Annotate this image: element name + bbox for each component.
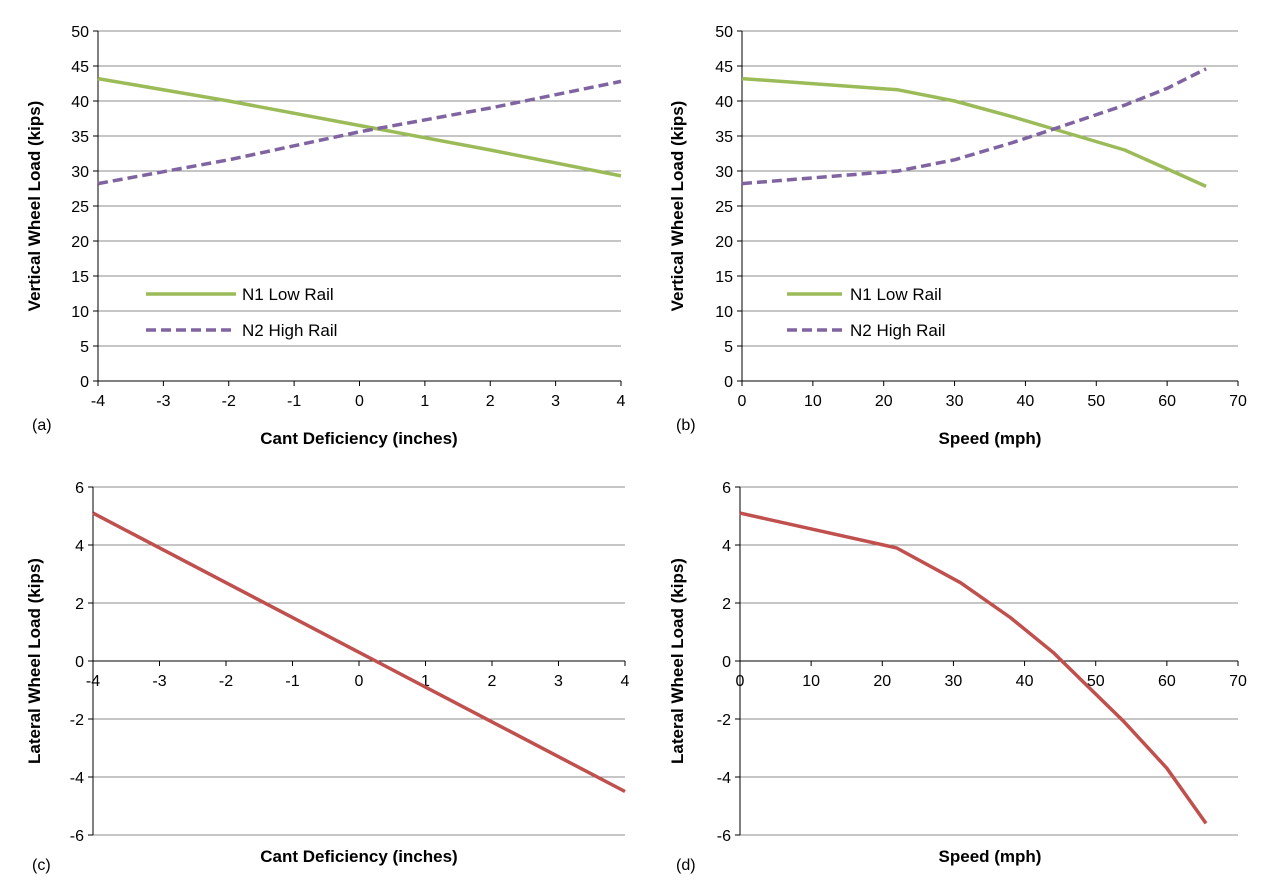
x-tick-label: 50	[1087, 393, 1105, 410]
y-axis-title: Vertical Wheel Load (kips)	[25, 101, 44, 312]
y-tick-label: 40	[715, 94, 733, 111]
y-tick-label: 0	[722, 654, 731, 671]
legend-label: N2 High Rail	[850, 321, 945, 340]
x-tick-label: 40	[1016, 673, 1034, 690]
legend: N1 Low Rail N2 High Rail	[146, 285, 337, 340]
legend-label: N1 Low Rail	[242, 285, 334, 304]
legend-label: N2 High Rail	[242, 321, 337, 340]
series-line-lateral-load	[739, 511, 1208, 825]
y-axis-title: Vertical Wheel Load (kips)	[668, 101, 687, 312]
x-tick-label: 70	[1229, 673, 1247, 690]
y-tick-label: 0	[80, 374, 89, 391]
x-tick-label: -4	[91, 393, 105, 410]
y-tick-label: 15	[71, 269, 89, 286]
x-tick-label: -4	[86, 673, 100, 690]
x-tick-label: 20	[873, 673, 891, 690]
y-tick-label: -6	[70, 828, 84, 845]
x-tick-label: 50	[1087, 673, 1105, 690]
y-tick-label: -4	[70, 770, 84, 787]
y-tick-label: 2	[75, 596, 84, 613]
x-tick-label: 0	[355, 393, 364, 410]
y-tick-label: 0	[724, 374, 733, 391]
y-tick-label: 30	[71, 164, 89, 181]
series-line-n1-low-rail	[97, 76, 622, 178]
series-line-n2-high-rail	[97, 79, 622, 186]
x-axis-title: Speed (mph)	[939, 847, 1042, 866]
y-tick-label: 4	[722, 538, 731, 555]
x-tick-label: 4	[621, 673, 630, 690]
x-tick-label: 3	[554, 673, 563, 690]
x-tick-label: 10	[804, 393, 822, 410]
x-axis-title: Speed (mph)	[939, 429, 1042, 448]
y-tick-label: 2	[722, 596, 731, 613]
chart-panel-b: 0 5 10 15 20 25 30 35 40 45 50 0 10 20 30 40 50 60 70 Speed…	[668, 24, 1247, 448]
x-tick-label: 60	[1158, 673, 1176, 690]
y-tick-label: 50	[715, 24, 733, 41]
x-tick-label: 40	[1017, 393, 1035, 410]
y-tick-label: 4	[75, 538, 84, 555]
x-axis-title: Cant Deficiency (inches)	[260, 847, 457, 866]
x-tick-label: 2	[488, 673, 497, 690]
y-tick-label: 35	[71, 129, 89, 146]
y-tick-label: 6	[75, 480, 84, 497]
y-tick-label: 40	[71, 94, 89, 111]
y-tick-label: 5	[724, 339, 733, 356]
y-tick-label: -4	[717, 770, 731, 787]
x-tick-label: 3	[551, 393, 560, 410]
x-tick-label: -2	[222, 393, 236, 410]
panel-label: (b)	[676, 417, 696, 434]
y-axis-title: Lateral Wheel Load (kips)	[25, 558, 44, 764]
y-tick-label: 25	[71, 199, 89, 216]
y-tick-label: 0	[75, 654, 84, 671]
x-axis-title: Cant Deficiency (inches)	[260, 429, 457, 448]
y-axis-title: Lateral Wheel Load (kips)	[668, 558, 687, 764]
x-tick-label: 4	[617, 393, 626, 410]
y-tick-label: -2	[717, 712, 731, 729]
series-line-n2-high-rail	[741, 67, 1207, 186]
y-tick-label: 45	[715, 59, 733, 76]
x-tick-label: 30	[945, 673, 963, 690]
y-tick-label: 30	[715, 164, 733, 181]
legend-label: N1 Low Rail	[850, 285, 942, 304]
x-tick-label: 2	[486, 393, 495, 410]
x-tick-label: -3	[156, 393, 170, 410]
y-tick-label: 25	[715, 199, 733, 216]
legend: N1 Low Rail N2 High Rail	[787, 285, 945, 340]
y-tick-label: 20	[71, 234, 89, 251]
chart-panel-c: -6 -4 -2 0 2 4 6 -4 -3 -2 -1 0 1 2 3 4 Cant Deficiency (…	[25, 480, 630, 874]
y-tick-label: 45	[71, 59, 89, 76]
y-tick-label: 10	[71, 304, 89, 321]
series-line-lateral-load	[92, 511, 626, 794]
y-tick-label: 6	[722, 480, 731, 497]
x-tick-label: 10	[802, 673, 820, 690]
panel-label: (c)	[32, 857, 51, 874]
panel-label: (d)	[676, 857, 696, 874]
y-tick-label: 10	[715, 304, 733, 321]
x-tick-label: -3	[152, 673, 166, 690]
series-line-n1-low-rail	[741, 76, 1207, 188]
x-tick-label: 0	[738, 393, 747, 410]
x-tick-label: 30	[946, 393, 964, 410]
y-tick-label: 15	[715, 269, 733, 286]
y-tick-label: 20	[715, 234, 733, 251]
y-tick-label: 5	[80, 339, 89, 356]
x-tick-label: 20	[875, 393, 893, 410]
x-tick-label: 70	[1229, 393, 1247, 410]
y-tick-label: -2	[70, 712, 84, 729]
x-tick-label: 1	[421, 673, 430, 690]
x-tick-label: -1	[287, 393, 301, 410]
x-tick-label: 0	[355, 673, 364, 690]
y-tick-label: -6	[717, 828, 731, 845]
chart-panel-a: 0 5 10 15 20 25 30 35 40 45 50 -4 -3 -2 -1 0 1 2 3 4 Cant De…	[25, 24, 626, 448]
y-tick-label: 50	[71, 24, 89, 41]
x-tick-label: -1	[285, 673, 299, 690]
panel-label: (a)	[32, 417, 52, 434]
x-tick-label: 1	[420, 393, 429, 410]
x-tick-label: 60	[1158, 393, 1176, 410]
x-tick-label: 0	[736, 673, 745, 690]
x-tick-label: -2	[219, 673, 233, 690]
y-tick-label: 35	[715, 129, 733, 146]
